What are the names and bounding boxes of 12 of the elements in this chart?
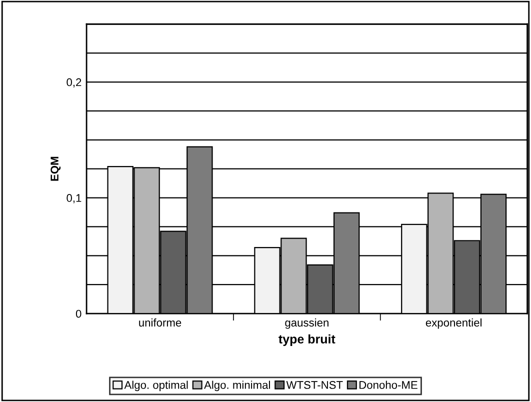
- y-axis-title: EQM: [50, 156, 61, 181]
- y-tick-label: 0,2: [66, 78, 82, 88]
- legend-label: WTST-NST: [286, 381, 343, 389]
- legend-label: Donoho-ME: [360, 380, 418, 389]
- legend-label: Algo. optimal: [124, 380, 188, 392]
- y-tick-label: 0,1: [66, 194, 82, 204]
- x-tick-label: uniforme: [139, 318, 182, 327]
- x-tick-label: gaussien: [285, 318, 328, 329]
- legend-label: Algo. minimal: [204, 380, 270, 392]
- y-tick-label: 0: [76, 310, 82, 318]
- x-axis-title: type bruit: [278, 334, 336, 346]
- x-tick-label: exponentiel: [426, 318, 482, 329]
